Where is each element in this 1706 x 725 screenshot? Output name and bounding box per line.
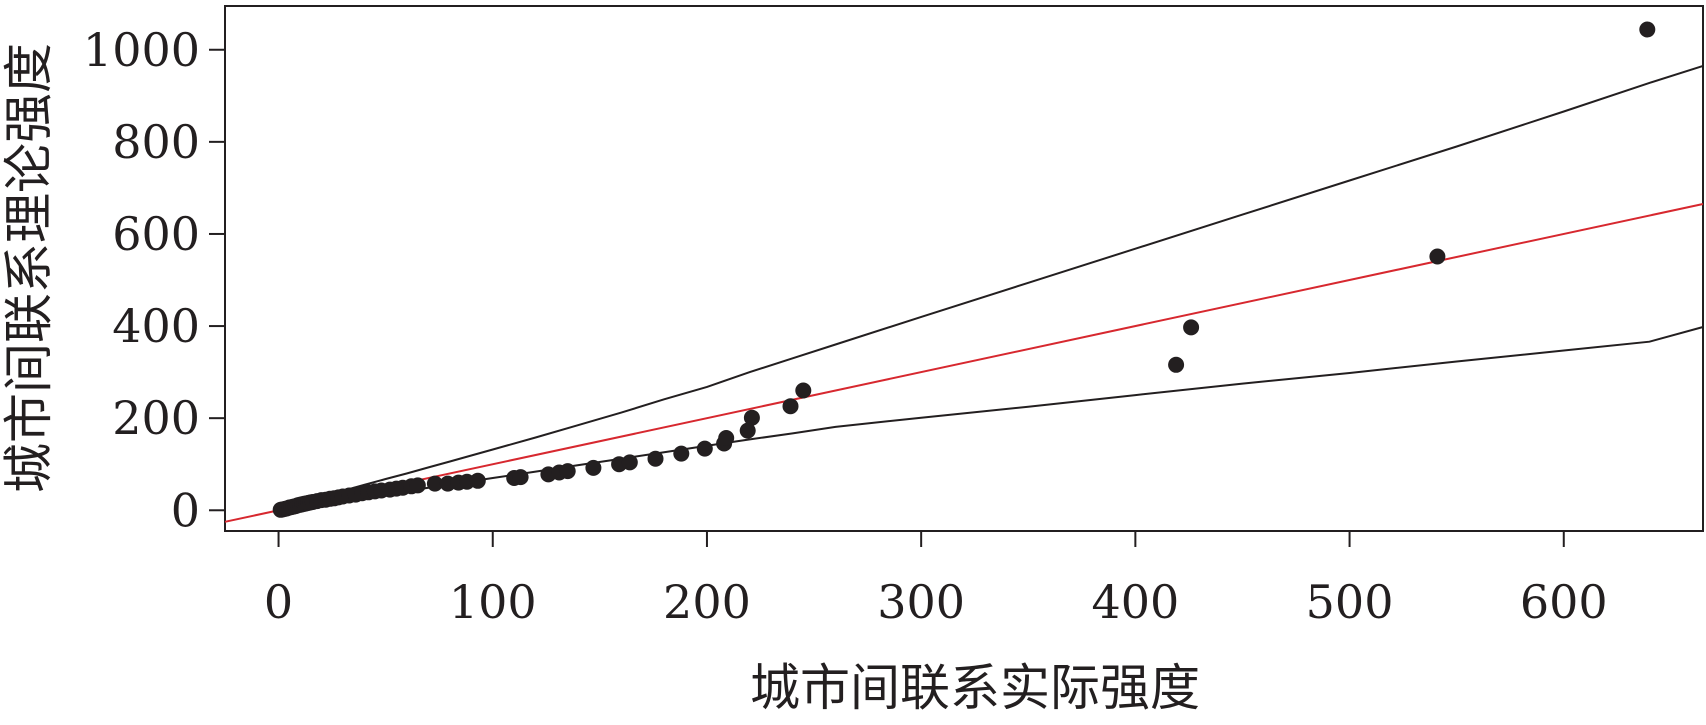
series-line-2	[278, 64, 1704, 512]
x-tick-label: 400	[1091, 575, 1179, 629]
y-tick-label: 1000	[83, 23, 200, 77]
data-point	[673, 445, 690, 462]
y-tick-label: 200	[112, 391, 200, 445]
data-point	[743, 409, 760, 426]
y-axis: 0 200 400 600 800 1000	[83, 23, 226, 537]
x-tick-label: 0	[264, 575, 293, 629]
x-axis-title: 城市间联系实际强度	[750, 659, 1200, 717]
data-point	[1183, 319, 1200, 336]
y-tick-label: 800	[112, 115, 200, 169]
y-tick-label: 400	[112, 299, 200, 353]
data-point	[795, 382, 812, 399]
data-point	[1168, 356, 1185, 373]
x-tick-label: 200	[663, 575, 751, 629]
x-tick-label: 300	[877, 575, 965, 629]
data-point	[647, 450, 664, 467]
data-point	[469, 472, 486, 489]
y-tick-label: 600	[112, 207, 200, 261]
data-point	[512, 469, 529, 486]
data-point	[718, 430, 735, 446]
data-point	[621, 454, 638, 471]
data-point	[696, 440, 713, 457]
x-tick-label: 600	[1520, 575, 1608, 629]
series-line-1	[224, 203, 1704, 523]
data-point	[782, 398, 799, 415]
x-tick-label: 500	[1306, 575, 1394, 629]
reference-lines	[224, 64, 1704, 523]
data-point	[1639, 21, 1656, 38]
y-tick-label: 0	[171, 483, 200, 537]
data-points	[272, 21, 1656, 518]
data-point	[739, 422, 756, 439]
x-tick-label: 100	[449, 575, 537, 629]
plot-frame	[224, 5, 1704, 532]
data-point	[426, 475, 443, 492]
x-axis: 0 100 200 300 400 500 600	[264, 530, 1608, 629]
data-point	[1429, 248, 1446, 265]
data-point	[559, 463, 576, 480]
data-point	[409, 477, 426, 494]
series-line-3	[278, 326, 1704, 512]
y-axis-title: 城市间联系理论强度	[0, 43, 58, 493]
data-point	[585, 459, 602, 476]
